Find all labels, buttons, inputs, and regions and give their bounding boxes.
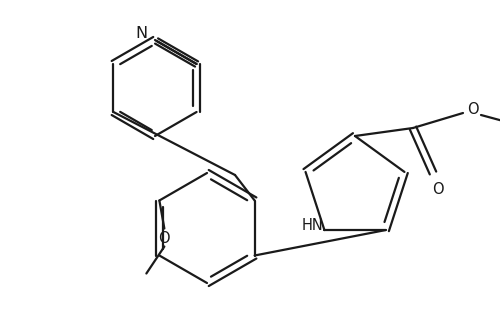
Text: HN: HN (302, 217, 324, 233)
Text: O: O (467, 102, 479, 117)
Text: O: O (432, 182, 444, 197)
Text: N: N (136, 26, 147, 41)
Text: O: O (158, 231, 170, 246)
